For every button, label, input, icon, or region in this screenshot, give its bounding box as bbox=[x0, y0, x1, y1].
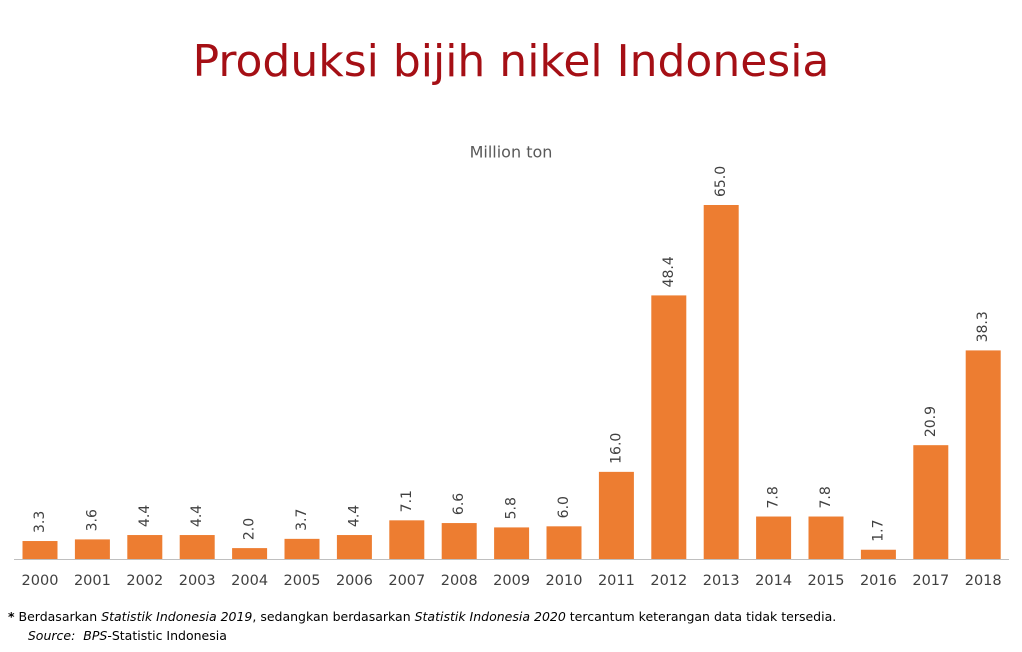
bar bbox=[74, 539, 110, 559]
bar bbox=[441, 523, 477, 559]
bar bbox=[965, 350, 1001, 559]
x-tick-label: 2003 bbox=[179, 573, 216, 589]
bar bbox=[179, 535, 215, 559]
bar bbox=[598, 471, 634, 559]
value-label: 6.6 bbox=[451, 493, 467, 515]
x-tick-label: 2014 bbox=[755, 573, 792, 589]
x-tick-label: 2006 bbox=[336, 573, 373, 589]
x-tick-label: 2002 bbox=[126, 573, 163, 589]
bar bbox=[389, 520, 425, 559]
value-label: 3.3 bbox=[32, 511, 48, 533]
footnote-part: Statistik Indonesia 2020 bbox=[415, 609, 566, 624]
bar bbox=[284, 538, 320, 559]
x-tick-label: 2017 bbox=[912, 573, 949, 589]
footnote-part: * bbox=[8, 609, 15, 624]
x-tick-label: 2016 bbox=[860, 573, 897, 589]
x-tick-label: 2018 bbox=[965, 573, 1002, 589]
bar bbox=[651, 295, 687, 559]
x-tick-label: 2004 bbox=[231, 573, 268, 589]
source-part: BPS bbox=[83, 628, 107, 643]
footnote-part: , sedangkan berdasarkan bbox=[252, 609, 414, 624]
value-label: 7.8 bbox=[766, 486, 782, 508]
bar bbox=[860, 549, 896, 559]
x-tick-label: 2000 bbox=[22, 573, 59, 589]
x-tick-label: 2001 bbox=[74, 573, 111, 589]
x-tick-label: 2007 bbox=[388, 573, 425, 589]
value-label: 3.6 bbox=[84, 509, 100, 531]
bar bbox=[913, 445, 949, 559]
bar bbox=[232, 548, 268, 559]
bar bbox=[703, 205, 739, 559]
value-label: 38.3 bbox=[975, 311, 991, 342]
footnote-part: Berdasarkan bbox=[15, 609, 102, 624]
value-label: 16.0 bbox=[608, 433, 624, 464]
x-tick-label: 2015 bbox=[808, 573, 845, 589]
value-label: 5.8 bbox=[504, 497, 520, 519]
bar bbox=[494, 527, 530, 559]
value-label: 4.4 bbox=[346, 505, 362, 527]
source-part bbox=[75, 628, 83, 643]
value-label: 7.8 bbox=[818, 486, 834, 508]
bar bbox=[127, 535, 163, 559]
x-tick-label: 2005 bbox=[284, 573, 321, 589]
bar bbox=[808, 516, 844, 559]
source-part: -Statistic Indonesia bbox=[107, 628, 227, 643]
value-label: 6.0 bbox=[556, 496, 572, 518]
value-label: 20.9 bbox=[923, 406, 939, 437]
value-label: 7.1 bbox=[399, 490, 415, 512]
bar bbox=[756, 516, 792, 559]
x-tick-label: 2012 bbox=[650, 573, 687, 589]
x-tick-label: 2010 bbox=[546, 573, 583, 589]
source: Source: BPS-Statistic Indonesia bbox=[8, 628, 239, 643]
bar bbox=[336, 535, 372, 559]
value-label: 4.4 bbox=[189, 505, 205, 527]
x-tick-label: 2013 bbox=[703, 573, 740, 589]
chart-title: Produksi bijih nikel Indonesia bbox=[193, 36, 830, 87]
source-part: Source: bbox=[28, 628, 75, 643]
footnote-part: tercantum keterangan data tidak tersedia… bbox=[566, 609, 836, 624]
value-label: 48.4 bbox=[661, 256, 677, 287]
chart-subtitle: Million ton bbox=[470, 143, 553, 162]
x-tick-label: 2011 bbox=[598, 573, 635, 589]
value-label: 4.4 bbox=[137, 505, 153, 527]
x-tick-label: 2008 bbox=[441, 573, 478, 589]
value-label: 1.7 bbox=[870, 519, 886, 541]
footnote-part: Statistik Indonesia 2019 bbox=[101, 609, 252, 624]
value-label: 2.0 bbox=[242, 518, 258, 540]
x-tick-label: 2009 bbox=[493, 573, 530, 589]
bar bbox=[22, 541, 58, 559]
value-label: 65.0 bbox=[713, 166, 729, 197]
footnote: * Berdasarkan Statistik Indonesia 2019, … bbox=[8, 609, 836, 624]
bar bbox=[546, 526, 582, 559]
value-label: 3.7 bbox=[294, 509, 310, 531]
